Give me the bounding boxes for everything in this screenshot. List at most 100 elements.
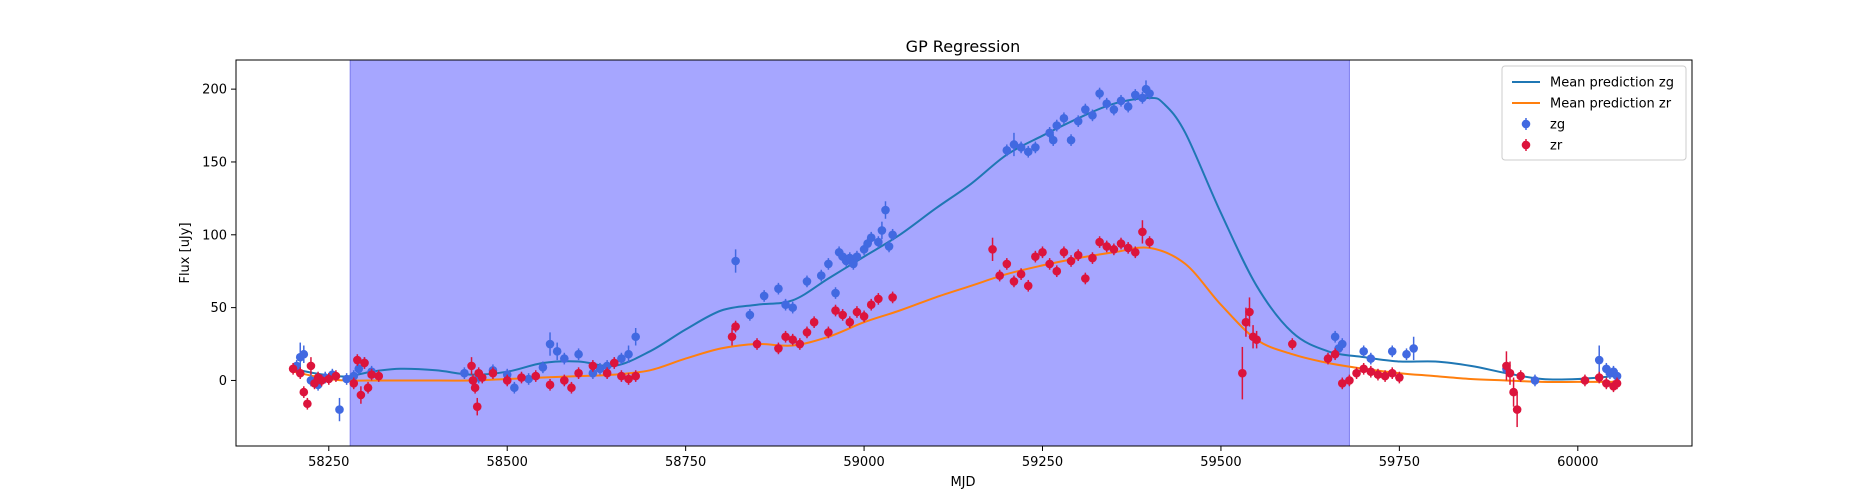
- data-point: [588, 368, 598, 378]
- data-point: [602, 361, 612, 371]
- data-point: [1066, 256, 1076, 266]
- data-point: [816, 271, 826, 280]
- data-point: [1123, 102, 1133, 111]
- data-point: [349, 379, 359, 388]
- data-point: [1088, 111, 1097, 120]
- plot-frame: [235, 59, 1693, 447]
- data-point: [1138, 227, 1147, 237]
- data-point: [988, 245, 997, 254]
- data-point: [1359, 364, 1368, 374]
- data-point: [460, 368, 469, 378]
- x-tick-label: 59500: [1200, 455, 1241, 470]
- data-point: [1095, 237, 1104, 247]
- data-point: [1145, 89, 1154, 98]
- data-point: [866, 233, 876, 243]
- data-point: [545, 339, 555, 349]
- data-point: [1016, 143, 1026, 152]
- data-point: [510, 383, 519, 393]
- data-point: [552, 347, 562, 356]
- data-point: [852, 252, 862, 261]
- legend-item-3: zr: [1521, 139, 1563, 154]
- axes-layer: 58250 58500 58750 59000 59250 59500 59750 60000…: [202, 59, 1693, 470]
- data-point: [545, 380, 555, 390]
- data-point: [1102, 242, 1112, 251]
- data-point: [295, 368, 305, 378]
- data-point: [342, 374, 351, 384]
- data-point: [306, 361, 316, 371]
- x-axis-title: MJD: [950, 475, 975, 490]
- data-point: [745, 310, 755, 320]
- data-point: [1081, 105, 1090, 114]
- x-tick-label: 58250: [308, 455, 349, 470]
- data-point: [1116, 96, 1126, 106]
- data-point: [299, 387, 309, 397]
- data-point: [731, 256, 740, 266]
- data-point: [468, 376, 478, 385]
- data-point: [838, 310, 847, 320]
- data-point: [602, 368, 612, 378]
- data-point: [802, 277, 812, 286]
- data-point: [595, 364, 605, 374]
- y-axis-title: Flux [uJy]: [178, 222, 193, 283]
- data-point: [324, 374, 334, 384]
- y-tick-label: 50: [210, 301, 227, 316]
- legend-item-2: zg: [1521, 118, 1565, 133]
- data-point: [354, 364, 364, 374]
- data-point: [1109, 105, 1119, 114]
- data-point: [1045, 259, 1054, 269]
- data-point: [1130, 247, 1140, 257]
- observation-points-layer: [288, 80, 1622, 428]
- data-point: [884, 242, 894, 251]
- data-point: [488, 368, 498, 378]
- data-point: [1038, 247, 1047, 257]
- chart-title: GP Regression: [906, 37, 1021, 56]
- data-point: [303, 399, 312, 409]
- data-point: [1337, 339, 1347, 349]
- data-point: [774, 344, 783, 353]
- data-point: [363, 383, 373, 393]
- data-point: [1373, 370, 1383, 379]
- data-point: [1330, 349, 1340, 359]
- data-point: [1138, 93, 1147, 103]
- y-tick-label: 150: [202, 155, 227, 170]
- data-point: [1009, 140, 1019, 149]
- data-point: [1066, 135, 1076, 145]
- x-tick-label: 58500: [487, 455, 528, 470]
- data-point: [881, 205, 890, 215]
- data-point: [574, 349, 583, 359]
- legend: Mean prediction zg Mean prediction zr zg zr: [1501, 65, 1687, 161]
- data-point: [588, 361, 598, 371]
- data-point: [502, 376, 512, 385]
- data-point: [288, 364, 298, 374]
- data-point: [731, 322, 740, 331]
- data-point: [1031, 143, 1040, 152]
- data-point: [852, 307, 862, 317]
- x-tick-label: 60000: [1557, 455, 1598, 470]
- data-point: [609, 358, 619, 368]
- data-point: [631, 332, 640, 342]
- data-point: [874, 294, 883, 304]
- data-point: [1337, 379, 1347, 388]
- data-point: [1594, 355, 1604, 365]
- data-point: [1123, 243, 1133, 253]
- data-point: [1345, 376, 1354, 385]
- data-point: [477, 373, 487, 382]
- data-point: [367, 370, 376, 379]
- data-point: [349, 371, 359, 381]
- data-point: [517, 373, 526, 382]
- legend-item-1: Mean prediction zr: [1512, 97, 1672, 112]
- data-point: [1052, 121, 1062, 130]
- data-point: [845, 317, 855, 327]
- data-point: [467, 361, 476, 371]
- x-tick-label: 59250: [1022, 455, 1063, 470]
- legend-swatch: [1521, 140, 1531, 150]
- data-point: [1023, 281, 1033, 291]
- data-point: [531, 371, 541, 381]
- data-point: [877, 226, 887, 235]
- data-point: [1052, 266, 1062, 276]
- data-point: [1395, 373, 1404, 382]
- y-tick-label: 200: [202, 83, 227, 98]
- data-point: [1387, 368, 1397, 378]
- data-point: [1102, 99, 1112, 108]
- data-point: [781, 300, 790, 310]
